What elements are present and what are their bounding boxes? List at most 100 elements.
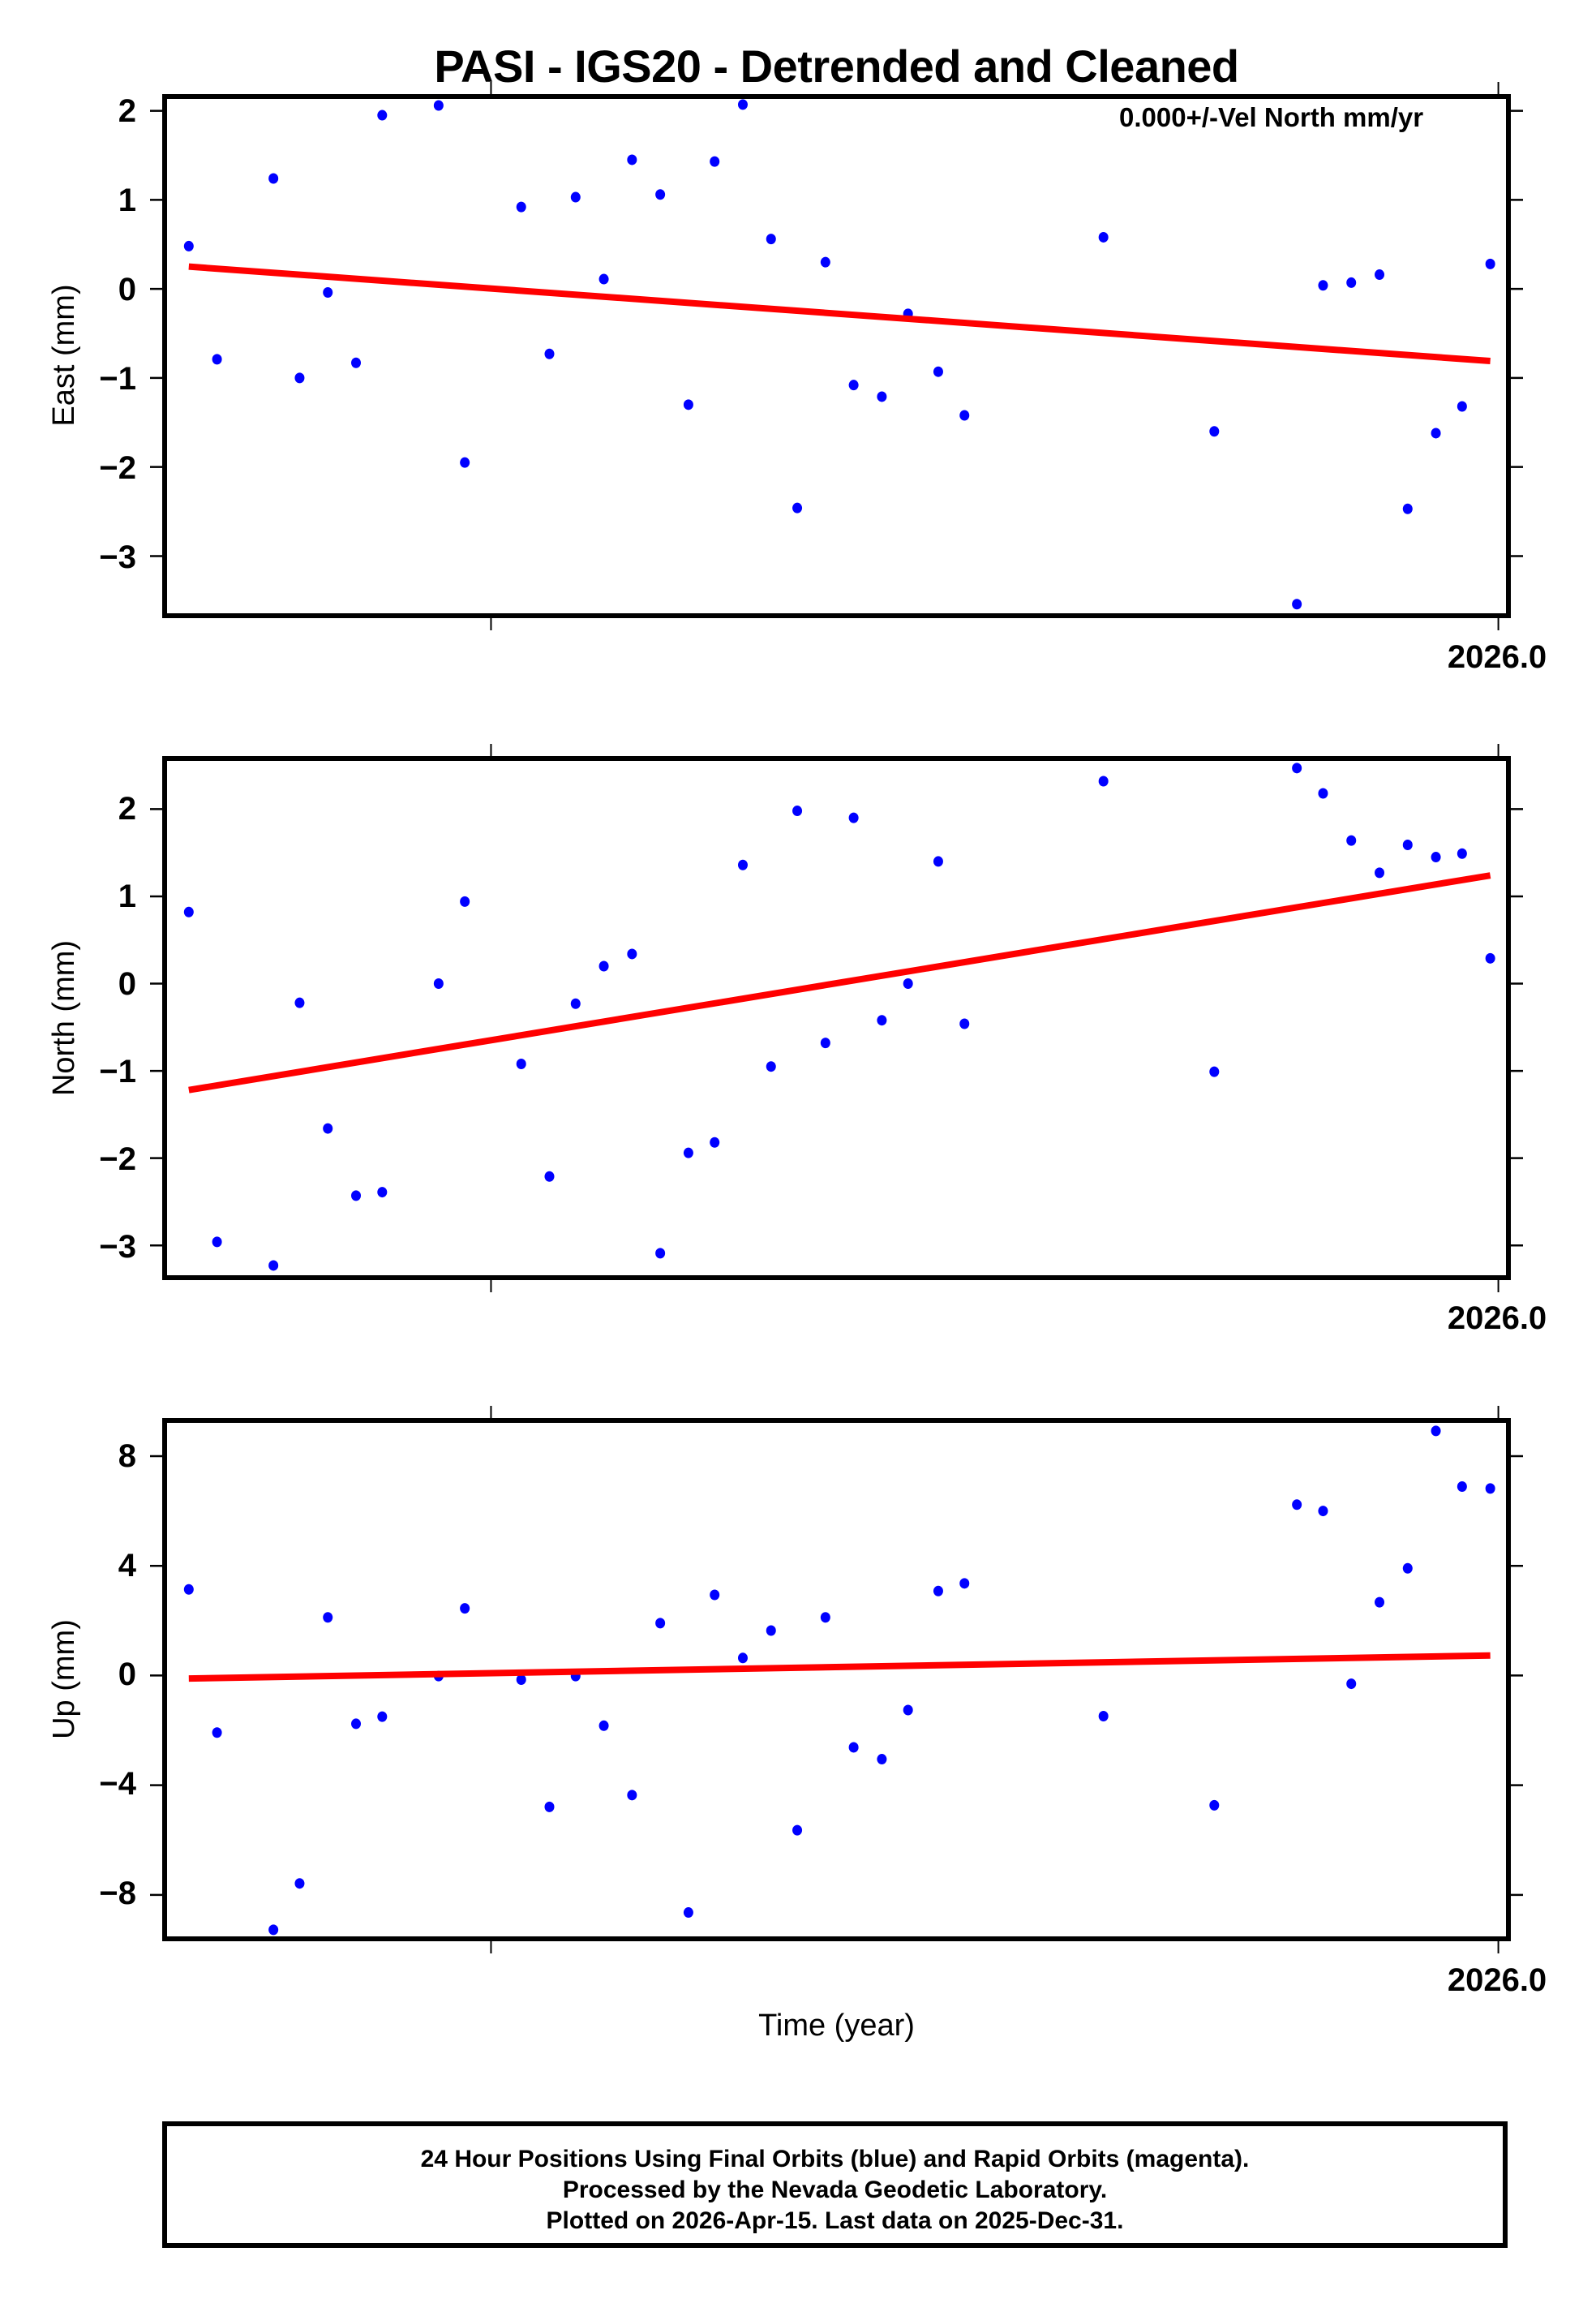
data-point xyxy=(792,806,803,817)
data-point xyxy=(737,99,748,110)
up-ytick-label: 4 xyxy=(118,1548,136,1584)
data-point xyxy=(323,1123,333,1134)
data-point xyxy=(183,240,194,251)
data-point xyxy=(377,110,388,121)
data-point xyxy=(877,1754,887,1765)
data-point xyxy=(351,1718,362,1730)
east-ytick-label: 1 xyxy=(118,183,136,218)
data-point xyxy=(598,1720,609,1731)
data-point xyxy=(933,366,943,377)
east-ytick-label: 2 xyxy=(118,93,136,129)
data-point xyxy=(1292,599,1302,610)
data-point xyxy=(1485,258,1495,269)
data-point xyxy=(820,1612,830,1623)
data-point xyxy=(877,391,887,402)
footer-line-plot-date: Plotted on 2026-Apr-15. Last data on 202… xyxy=(546,2207,1124,2234)
data-point xyxy=(377,1187,388,1198)
data-point xyxy=(710,1137,720,1148)
up-ytick-label: 0 xyxy=(118,1657,136,1692)
data-point xyxy=(433,100,444,111)
data-point xyxy=(212,354,222,365)
data-point xyxy=(351,1190,362,1201)
data-point xyxy=(516,1058,526,1069)
data-point xyxy=(544,348,555,359)
data-point xyxy=(737,1652,748,1664)
data-point xyxy=(1485,952,1495,964)
data-point xyxy=(792,502,803,514)
east-ytick-label: −2 xyxy=(99,450,136,486)
data-point xyxy=(516,1674,526,1685)
data-point xyxy=(1375,269,1385,281)
data-point xyxy=(1209,426,1220,437)
data-point xyxy=(933,1585,943,1596)
north-ytick-label: 1 xyxy=(118,879,136,914)
trend-line xyxy=(188,263,1491,365)
x-axis-label: Time (year) xyxy=(758,2009,915,2043)
data-point xyxy=(1292,1499,1302,1510)
data-point xyxy=(1431,428,1441,439)
data-point xyxy=(1457,1480,1467,1492)
data-point xyxy=(655,1618,666,1629)
data-point xyxy=(268,173,279,184)
data-point xyxy=(820,1038,830,1049)
data-point xyxy=(268,1260,279,1271)
data-point xyxy=(766,1061,776,1072)
data-point xyxy=(212,1727,222,1738)
data-point xyxy=(627,948,637,960)
data-point xyxy=(903,1704,913,1716)
data-point xyxy=(1375,1596,1385,1608)
data-point xyxy=(1318,280,1328,291)
data-point xyxy=(183,1584,194,1595)
data-point xyxy=(1457,848,1467,859)
data-point xyxy=(627,154,637,165)
data-point xyxy=(1292,763,1302,774)
data-point xyxy=(460,896,470,907)
data-point xyxy=(1346,835,1357,846)
data-point xyxy=(848,1742,859,1753)
data-point xyxy=(323,287,333,299)
data-point xyxy=(544,1801,555,1812)
data-point xyxy=(1375,867,1385,879)
data-point xyxy=(848,812,859,823)
chart-title: PASI - IGS20 - Detrended and Cleaned xyxy=(434,41,1239,92)
data-point xyxy=(877,1015,887,1026)
data-point xyxy=(460,457,470,468)
data-point xyxy=(1457,401,1467,412)
up-ytick-label: −4 xyxy=(99,1766,136,1802)
data-point xyxy=(1402,1562,1413,1574)
data-point xyxy=(1485,1483,1495,1494)
velocity-annotation: 0.000+/-Vel North mm/yr xyxy=(1119,102,1424,132)
data-point xyxy=(655,189,666,200)
data-point xyxy=(1209,1799,1220,1811)
data-point xyxy=(1098,776,1109,787)
up-ytick-label: −8 xyxy=(99,1876,136,1911)
data-point xyxy=(351,357,362,368)
data-point xyxy=(820,256,830,268)
data-point xyxy=(598,960,609,972)
data-point xyxy=(683,1907,693,1919)
data-point xyxy=(766,1625,776,1636)
data-point xyxy=(183,906,194,917)
data-point xyxy=(655,1248,666,1259)
data-point xyxy=(1318,788,1328,799)
up-ytick-label: 8 xyxy=(118,1438,136,1474)
plot-frame xyxy=(162,1418,1511,1941)
data-point xyxy=(294,997,305,1008)
north-ytick-label: −1 xyxy=(99,1054,136,1089)
trend-line xyxy=(188,1652,1491,1682)
north-ytick-label: −3 xyxy=(99,1229,136,1265)
data-point xyxy=(737,859,748,870)
footer-line-orbits: 24 Hour Positions Using Final Orbits (bl… xyxy=(420,2146,1250,2172)
data-point xyxy=(516,201,526,213)
up-xtick-label: 2026.0 xyxy=(1447,1962,1547,1998)
footer-line-processed-by: Processed by the Nevada Geodetic Laborat… xyxy=(562,2177,1108,2203)
north-ytick-label: −2 xyxy=(99,1141,136,1177)
data-point xyxy=(212,1236,222,1248)
north-ytick-label: 2 xyxy=(118,791,136,827)
data-point xyxy=(544,1171,555,1182)
data-point xyxy=(1431,852,1441,863)
footer-info-box: 24 Hour Positions Using Final Orbits (bl… xyxy=(162,2121,1508,2248)
data-point xyxy=(683,399,693,410)
